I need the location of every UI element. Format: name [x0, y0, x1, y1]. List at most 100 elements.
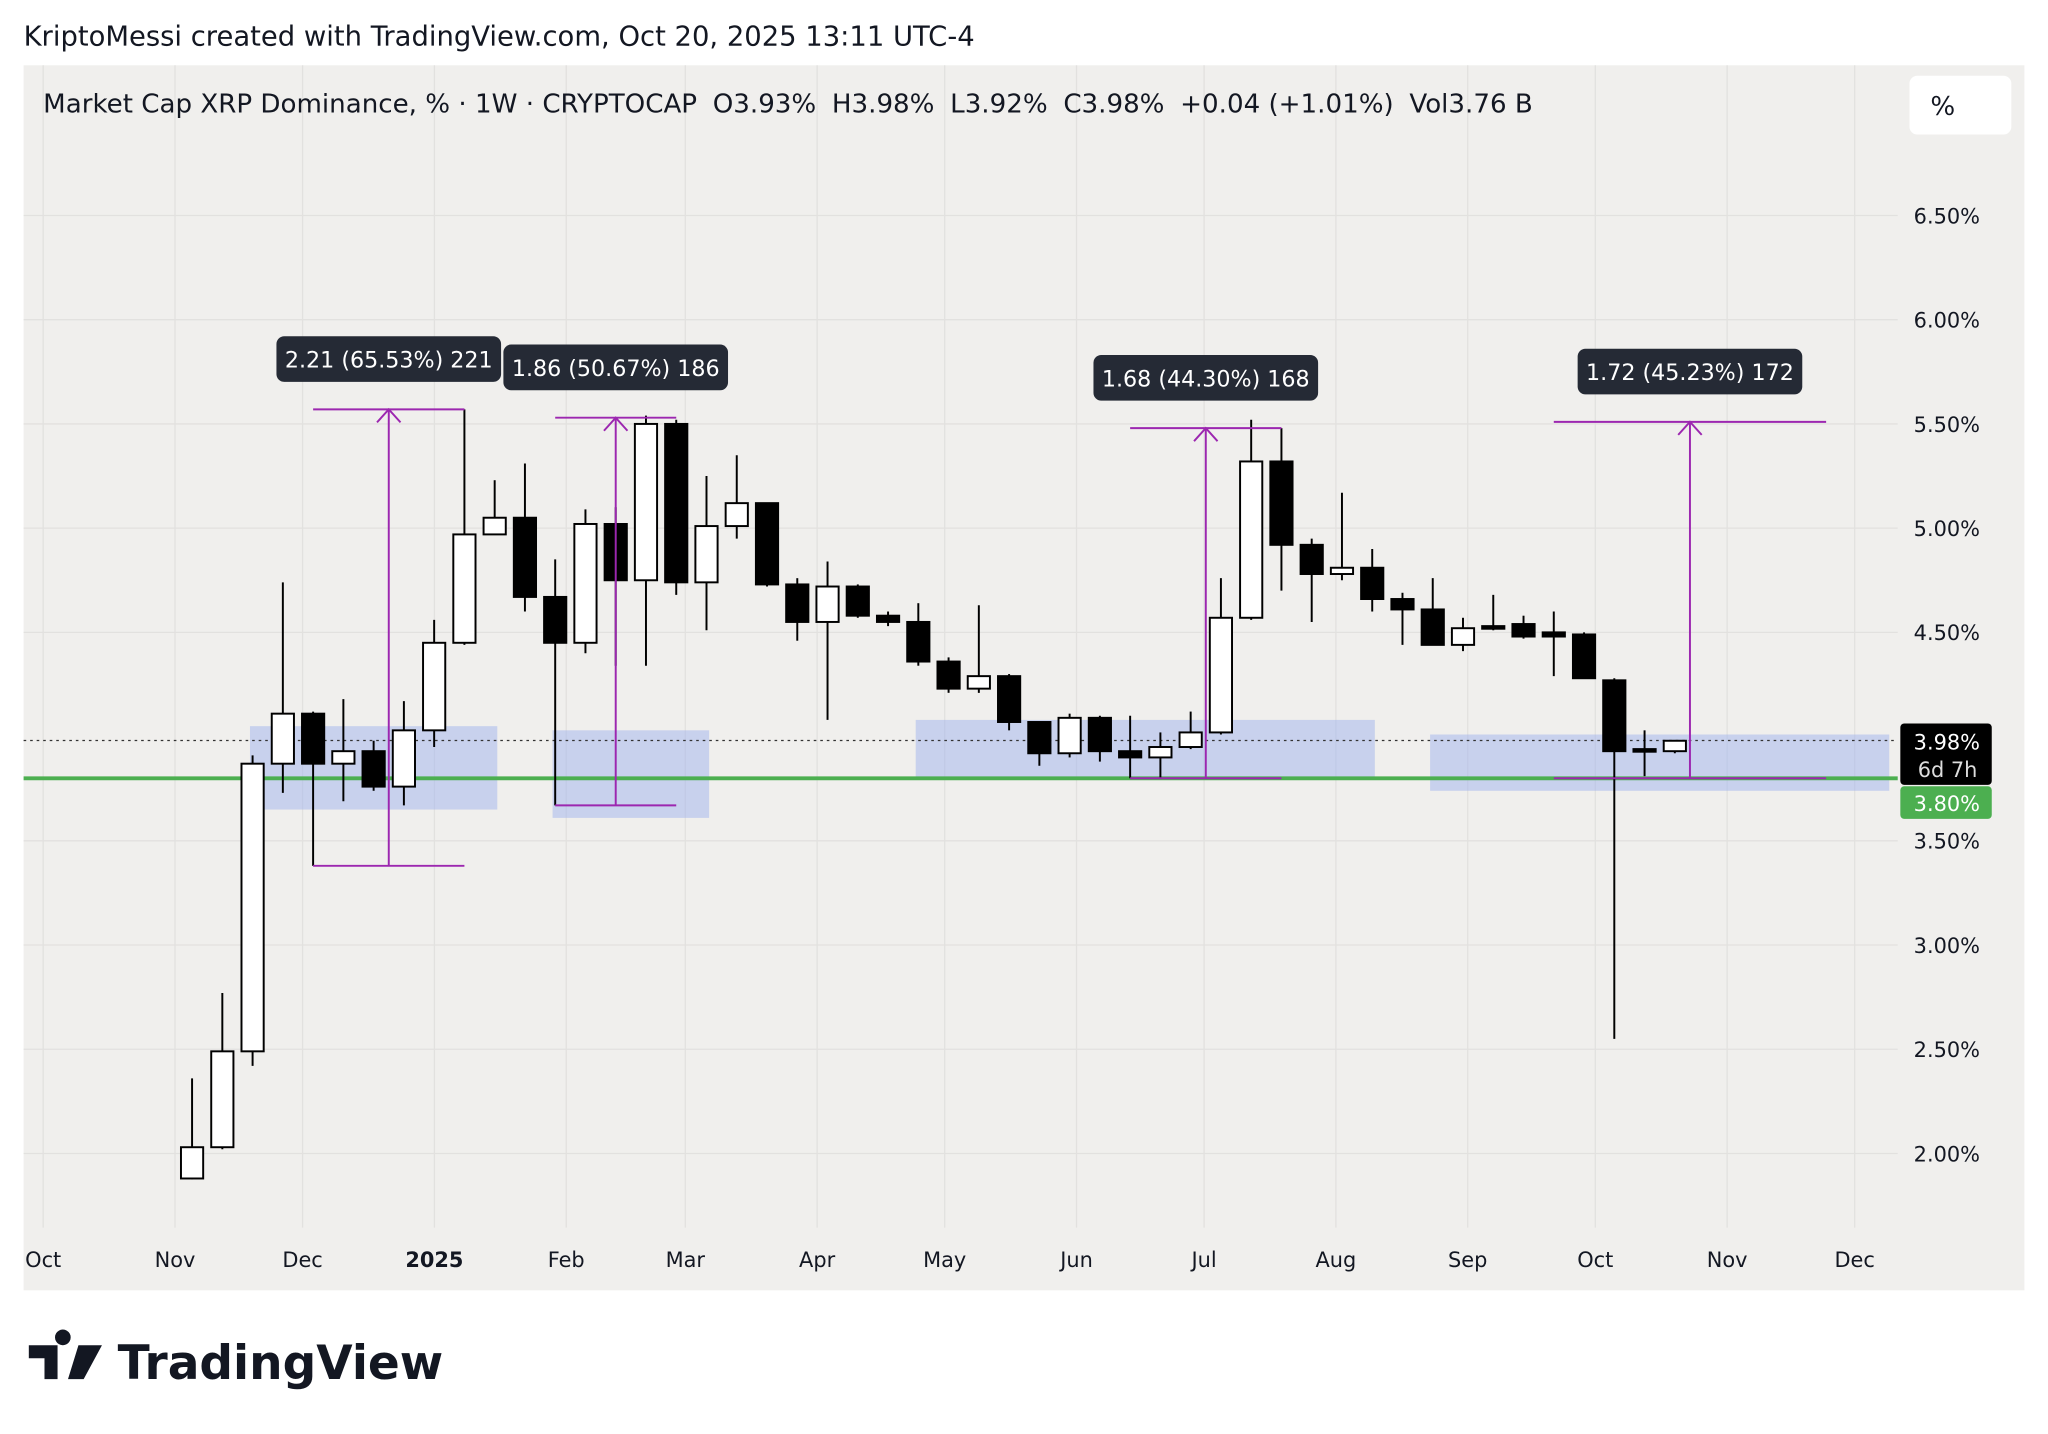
candle-body-down	[936, 660, 961, 690]
candle[interactable]	[1662, 739, 1687, 754]
support-price-tag: 3.80%	[1900, 786, 1992, 819]
candle-body-down	[845, 585, 870, 617]
candle-body-up	[210, 1050, 235, 1149]
candle-body-up	[573, 523, 598, 644]
candle[interactable]	[1420, 578, 1445, 646]
support-price-value: 3.80%	[1914, 792, 1980, 816]
candle[interactable]	[1148, 732, 1173, 779]
candle[interactable]	[1571, 632, 1597, 680]
percent-scale-button[interactable]: %	[1909, 75, 2012, 135]
percent-scale-label: %	[1930, 92, 1955, 122]
measure-annotation[interactable]: 2.21 (65.53%) 221	[276, 336, 502, 867]
candle-body-up	[1450, 627, 1476, 646]
candle[interactable]	[543, 559, 568, 806]
candle[interactable]	[391, 701, 416, 806]
candle[interactable]	[754, 502, 780, 587]
candle-body-down	[1571, 633, 1597, 680]
candle[interactable]	[845, 584, 870, 618]
candle[interactable]	[694, 476, 719, 631]
candle[interactable]	[1329, 492, 1355, 581]
price-axis[interactable]: 6.50% 6.00% 5.50% 5.00% 4.50% 3.50% 3.00% 2.50%…	[1914, 204, 1980, 1166]
candle[interactable]	[1269, 428, 1294, 591]
candle[interactable]	[1511, 615, 1536, 639]
candle[interactable]	[966, 605, 991, 693]
candle-body-down	[785, 583, 810, 623]
candle[interactable]	[1481, 594, 1506, 631]
x-tick-label: Feb	[548, 1248, 585, 1272]
measure-annotation[interactable]: 1.86 (50.67%) 186	[503, 344, 729, 807]
x-tick-label: Sep	[1448, 1248, 1487, 1272]
support-zone	[1430, 734, 1890, 791]
candle[interactable]	[452, 409, 477, 645]
candle[interactable]	[1208, 578, 1234, 735]
candle[interactable]	[179, 1078, 205, 1180]
legend-high: H3.98%	[832, 89, 935, 119]
legend-low: L3.92%	[950, 89, 1048, 119]
candle[interactable]	[482, 480, 507, 536]
candle[interactable]	[1057, 713, 1082, 758]
candle[interactable]	[1087, 715, 1112, 762]
candle[interactable]	[906, 603, 931, 666]
time-axis[interactable]: Oct Nov Dec 2025 Feb Mar Apr May Jun Jul Aug Sep Oct…	[25, 1248, 1875, 1272]
candle-body-down	[1602, 679, 1627, 753]
candle[interactable]	[875, 611, 901, 627]
candle[interactable]	[1118, 715, 1143, 779]
candle-body-up	[179, 1146, 205, 1180]
candle[interactable]	[633, 415, 659, 666]
candle[interactable]	[815, 561, 840, 720]
candle[interactable]	[512, 463, 538, 612]
candle[interactable]	[573, 509, 598, 654]
candle[interactable]	[936, 657, 961, 693]
candle[interactable]	[1450, 617, 1476, 652]
chart-pane[interactable]	[23, 65, 2025, 1291]
bar-countdown: 6d 7h	[1918, 758, 1978, 782]
candle-body-up	[240, 762, 265, 1053]
candle[interactable]	[331, 699, 356, 802]
measure-label-box	[276, 336, 502, 382]
x-tick-label: Mar	[666, 1248, 706, 1272]
candle[interactable]	[301, 711, 326, 866]
candle[interactable]	[1390, 592, 1415, 645]
candle-body-up	[815, 585, 840, 623]
candle[interactable]	[1632, 730, 1657, 777]
y-tick-label: 2.50%	[1914, 1038, 1980, 1062]
y-tick-label: 6.50%	[1914, 204, 1980, 228]
candle[interactable]	[1602, 678, 1627, 1039]
x-tick-label: Nov	[155, 1248, 196, 1272]
y-tick-label: 3.00%	[1914, 934, 1980, 958]
measure-label: 1.72 (45.23%) 172	[1586, 360, 1794, 386]
measure-annotation[interactable]: 1.72 (45.23%) 172	[1553, 348, 1827, 780]
candle[interactable]	[1027, 721, 1052, 766]
candle[interactable]	[664, 419, 689, 595]
candle[interactable]	[210, 992, 235, 1150]
arrow-up-icon	[1193, 426, 1219, 442]
measure-label: 1.68 (44.30%) 168	[1102, 366, 1310, 392]
candle[interactable]	[240, 755, 265, 1066]
candle[interactable]	[422, 619, 447, 748]
candle[interactable]	[361, 740, 386, 791]
legend-change: +0.04 (+1.01%)	[1180, 89, 1394, 119]
candle[interactable]	[1299, 538, 1324, 622]
candle[interactable]	[1360, 548, 1385, 612]
measure-annotation[interactable]: 1.68 (44.30%) 168	[1093, 354, 1319, 780]
x-tick-label: Nov	[1707, 1248, 1748, 1272]
candle[interactable]	[270, 582, 295, 793]
candle-body-down	[664, 422, 689, 584]
candle[interactable]	[724, 455, 749, 539]
candle-body-down	[361, 750, 386, 788]
candle[interactable]	[1541, 611, 1566, 677]
candle[interactable]	[1178, 711, 1203, 750]
last-price-tag: 3.98% 6d 7h	[1900, 723, 1992, 785]
candle[interactable]	[1239, 419, 1264, 620]
candle-body-up	[694, 525, 719, 584]
candle[interactable]	[997, 674, 1022, 731]
candle[interactable]	[785, 578, 810, 641]
candle-body-down	[1632, 748, 1657, 753]
last-price-value: 3.98%	[1914, 731, 1980, 755]
candle-body-up	[1662, 739, 1687, 753]
tradingview-logo-icon	[28, 1329, 102, 1380]
x-tick-label: May	[923, 1248, 966, 1272]
measure-label: 2.21 (65.53%) 221	[285, 348, 493, 374]
tradingview-logo: TradingView	[28, 1329, 443, 1391]
x-tick-label: Oct	[1577, 1248, 1613, 1272]
